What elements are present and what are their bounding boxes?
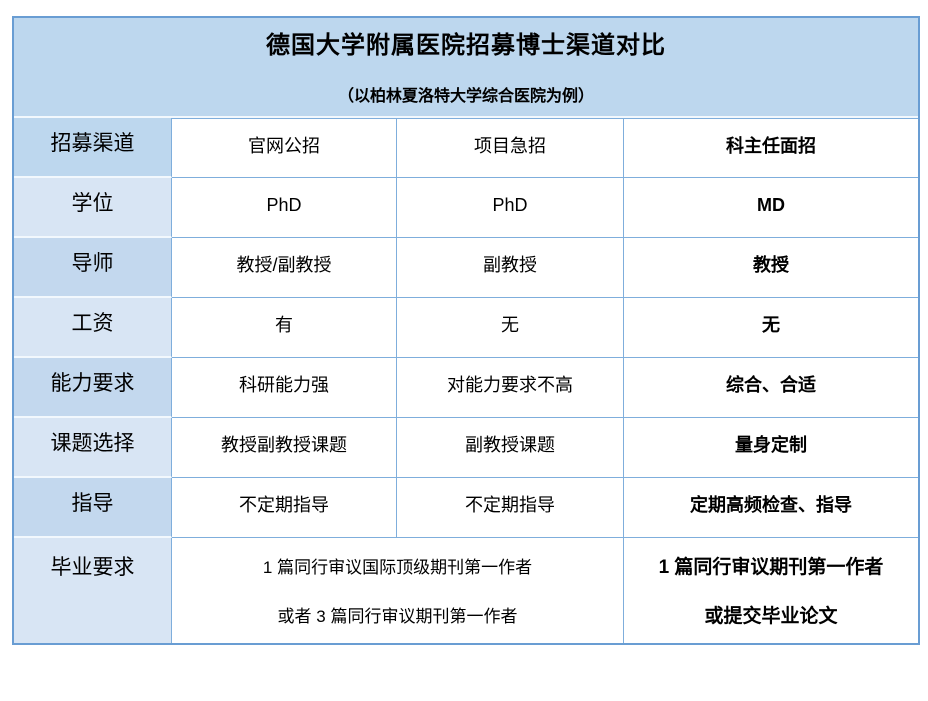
value-cell: 无 (397, 298, 624, 358)
label-cell: 能力要求 (14, 358, 172, 418)
value-cell: 项目急招 (397, 118, 624, 178)
value-cell: 科主任面招 (624, 118, 918, 178)
value-cell: MD (624, 178, 918, 238)
row-topic-selection: 课题选择 教授副教授课题 副教授课题 量身定制 (14, 418, 918, 478)
label-cell: 导师 (14, 238, 172, 298)
value-cell: 定期高频检查、指导 (624, 478, 918, 538)
merged-value-line1: 1 篇同行审议国际顶级期刊第一作者 (262, 558, 533, 577)
table-header-cell: 德国大学附属医院招募博士渠道对比 （以柏林夏洛特大学综合医院为例） (14, 18, 918, 118)
table-subtitle: （以柏林夏洛特大学综合医院为例） (337, 88, 594, 105)
value-cell: 量身定制 (624, 418, 918, 478)
value-cell: 副教授 (397, 238, 624, 298)
value-cell: 不定期指导 (397, 478, 624, 538)
value-cell: PhD (172, 178, 397, 238)
label-cell: 工资 (14, 298, 172, 358)
value-line2: 或提交毕业论文 (704, 606, 838, 627)
value-cell: 科研能力强 (172, 358, 397, 418)
comparison-table: 德国大学附属医院招募博士渠道对比 （以柏林夏洛特大学综合医院为例） 招募渠道 官… (12, 16, 920, 645)
merged-value-line2: 或者 3 篇同行审议期刊第一作者 (277, 607, 518, 626)
row-supervisor: 导师 教授/副教授 副教授 教授 (14, 238, 918, 298)
label-cell: 课题选择 (14, 418, 172, 478)
label-cell: 毕业要求 (14, 538, 172, 643)
label-cell: 学位 (14, 178, 172, 238)
label-cell: 招募渠道 (14, 118, 172, 178)
value-cell: 教授副教授课题 (172, 418, 397, 478)
row-recruit-channel: 招募渠道 官网公招 项目急招 科主任面招 (14, 118, 918, 178)
value-cell: 1 篇同行审议期刊第一作者 或提交毕业论文 (624, 538, 918, 643)
value-cell: 官网公招 (172, 118, 397, 178)
row-guidance: 指导 不定期指导 不定期指导 定期高频检查、指导 (14, 478, 918, 538)
table-header-row: 德国大学附属医院招募博士渠道对比 （以柏林夏洛特大学综合医院为例） (14, 18, 918, 118)
value-cell: 不定期指导 (172, 478, 397, 538)
value-cell: 教授 (624, 238, 918, 298)
row-degree: 学位 PhD PhD MD (14, 178, 918, 238)
value-line1: 1 篇同行审议期刊第一作者 (658, 557, 884, 578)
label-cell: 指导 (14, 478, 172, 538)
value-cell: 对能力要求不高 (397, 358, 624, 418)
value-cell: 有 (172, 298, 397, 358)
value-cell: PhD (397, 178, 624, 238)
value-cell: 综合、合适 (624, 358, 918, 418)
merged-value-cell: 1 篇同行审议国际顶级期刊第一作者 或者 3 篇同行审议期刊第一作者 (172, 538, 624, 643)
row-graduation-requirement: 毕业要求 1 篇同行审议国际顶级期刊第一作者 或者 3 篇同行审议期刊第一作者 … (14, 538, 918, 643)
value-cell: 无 (624, 298, 918, 358)
value-cell: 副教授课题 (397, 418, 624, 478)
row-salary: 工资 有 无 无 (14, 298, 918, 358)
table-title: 德国大学附属医院招募博士渠道对比 (266, 32, 666, 59)
row-ability-requirement: 能力要求 科研能力强 对能力要求不高 综合、合适 (14, 358, 918, 418)
value-cell: 教授/副教授 (172, 238, 397, 298)
